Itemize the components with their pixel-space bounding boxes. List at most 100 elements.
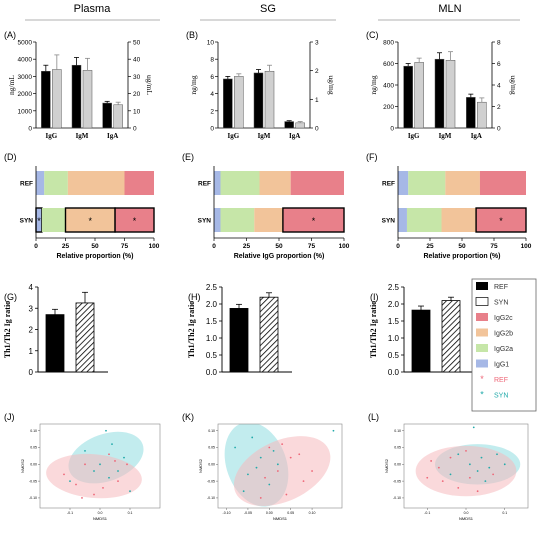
y-tick-label-left: 5000: [18, 40, 33, 47]
panel-label: (K): [182, 412, 194, 422]
bar-syn: [445, 60, 456, 129]
y-tick-label: -0.10: [393, 496, 401, 500]
y-tick-label: -0.10: [207, 496, 215, 500]
x-tick-label: 0: [396, 243, 400, 250]
x-tick-label: IgA: [471, 132, 482, 140]
x-tick-label: 0.10: [309, 511, 316, 515]
segment-igg2a: [406, 208, 442, 232]
y-tick-label: 0.10: [30, 429, 37, 433]
panel-label: (L): [368, 412, 379, 422]
x-tick-label: IgG: [227, 132, 239, 140]
segment-igg1: [398, 171, 409, 195]
x-tick-label: -0.10: [223, 511, 231, 515]
x-tick-label: 0.0: [98, 511, 103, 515]
bar-syn: [414, 62, 424, 129]
point-ref: [468, 476, 471, 479]
legend-swatch-igg1: [476, 359, 488, 368]
y-axis-label-left: ng/mg: [189, 75, 198, 94]
y-tick-label: 2.5: [388, 283, 400, 292]
point-syn: [69, 480, 71, 483]
x-tick-label: 100: [521, 243, 532, 250]
y-tick-label-right: 1: [315, 97, 319, 104]
panel-l: (L) -0.1 0.0 0.1 0.10 0.05 0.00 -0.05 -0.10 NMDS1…: [368, 412, 529, 521]
segment-igg2c: [475, 207, 527, 233]
segment-igg2b: [445, 171, 480, 195]
point-syn: [247, 473, 249, 476]
row-label: SYN: [198, 218, 212, 225]
panel-label: (E): [182, 152, 194, 162]
y-tick-label: 0.10: [208, 429, 215, 433]
point-syn: [108, 476, 110, 479]
point-syn: [476, 470, 479, 472]
x-tick-label: IgA: [289, 132, 300, 140]
y-tick-label: 0: [29, 368, 34, 377]
y-tick-label-left: 6: [210, 74, 214, 81]
bar-ref: [223, 78, 233, 129]
x-axis-label: Relative IgG proportion (%): [234, 253, 325, 260]
point-syn: [242, 490, 245, 493]
point-syn: [496, 453, 498, 456]
point-ref: [298, 453, 301, 456]
y-axis-label: Th1/Th2 Ig ratio: [3, 301, 12, 358]
panel-i: (I) 0.0 0.5 1.0 1.5 2.0 2.5 Th1/Th2 Ig ratio: [369, 283, 474, 377]
x-axis-label: NMDS1: [93, 516, 108, 521]
y-tick-label-left: 200: [383, 104, 394, 111]
point-ref: [311, 470, 313, 472]
segment-igg1: [214, 171, 221, 195]
bar-syn: [82, 70, 93, 129]
y-tick-label: 0.05: [30, 446, 37, 450]
x-tick-label: 50: [91, 243, 99, 250]
column-headers: Plasma SG MLN: [25, 3, 520, 21]
y-tick-label: -0.10: [29, 496, 37, 500]
y-tick-label-left: 0: [28, 126, 32, 133]
point-ref: [276, 470, 279, 472]
point-syn: [332, 429, 335, 432]
y-tick-label: 0.5: [388, 351, 400, 360]
column-header-plasma: Plasma: [74, 3, 112, 15]
point-syn: [468, 463, 471, 466]
row-label: REF: [198, 181, 211, 188]
y-tick-label: 1.0: [206, 334, 218, 343]
point-syn: [457, 453, 460, 456]
y-axis-label: Th1/Th2 Ig ratio: [369, 301, 378, 358]
point-ref: [114, 460, 116, 462]
segment-igg1: [398, 208, 407, 232]
x-tick-label: 25: [62, 243, 70, 250]
point-syn: [472, 426, 475, 429]
y-tick-label-right: 3: [315, 40, 319, 47]
x-axis-label: NMDS1: [273, 516, 288, 521]
y-axis-label: NMDS2: [384, 458, 389, 473]
significance-star: *: [89, 216, 93, 226]
bar-ref: [45, 314, 65, 373]
y-tick-label: 0.00: [208, 463, 215, 467]
panel-j: (J) -0.1 0.0 0.1 0.10 0.05 0.00 -0.05 -0.10 NMDS1…: [4, 412, 161, 521]
panel-label: (G): [4, 292, 17, 302]
y-tick-label: 0.0: [388, 368, 400, 377]
point-syn: [111, 443, 113, 446]
bar-ref: [434, 58, 445, 129]
point-ref: [84, 463, 86, 466]
segment-igg2b: [64, 207, 116, 233]
panel-label: (J): [4, 412, 15, 422]
x-tick-label: -0.1: [67, 511, 73, 515]
column-header-sg: SG: [260, 3, 276, 15]
y-axis-label-right: ug/mL: [145, 75, 154, 95]
y-axis-label: Th1/Th2 Ig ratio: [187, 301, 196, 358]
x-tick-label: IgG: [408, 132, 420, 140]
y-tick-label: -0.05: [207, 479, 215, 483]
y-axis-label-left: ng/mL: [7, 75, 16, 95]
point-syn: [449, 473, 452, 476]
bar-ref: [71, 64, 82, 129]
segment-igg2a: [220, 208, 255, 232]
y-axis-label-right: ug/mg: [509, 75, 518, 94]
bar-syn: [75, 302, 95, 373]
x-tick-label: IgA: [107, 132, 118, 140]
point-ref: [465, 449, 467, 452]
x-tick-label: 75: [308, 243, 316, 250]
panel-label: (D): [4, 152, 17, 162]
legend-label: IgG2a: [494, 346, 513, 353]
y-tick-label-left: 1000: [18, 108, 33, 115]
x-axis-label: NMDS1: [459, 516, 474, 521]
point-ref: [441, 480, 444, 483]
